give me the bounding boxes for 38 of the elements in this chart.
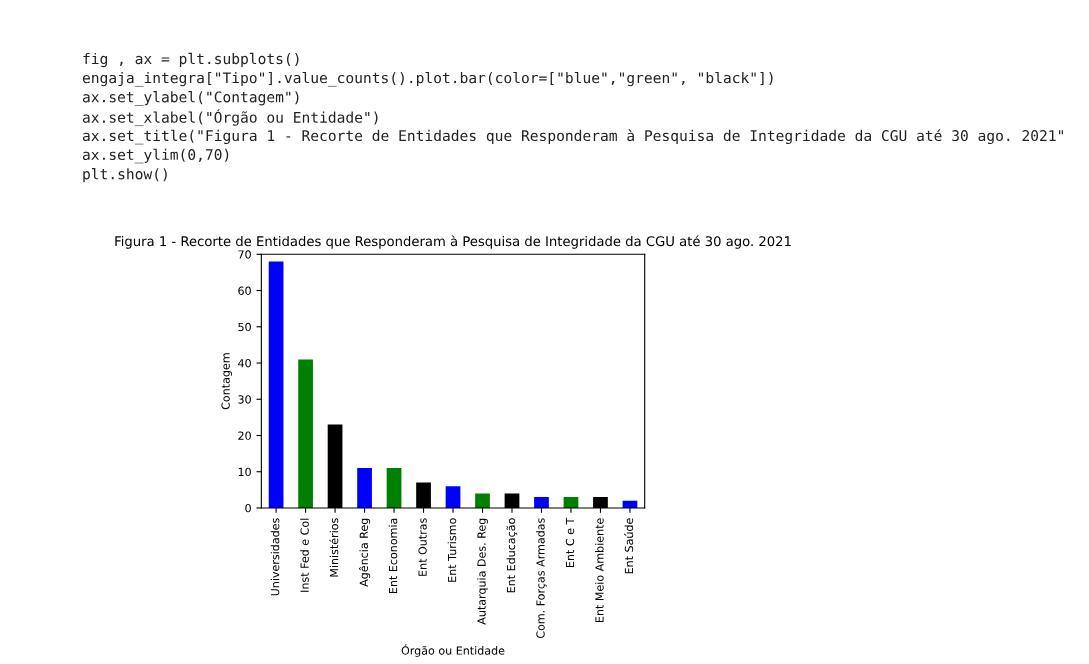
bar <box>298 359 313 508</box>
x-tick-label: Inst Fed e Col <box>300 518 309 592</box>
x-tick-label: Ent Economia <box>388 518 398 594</box>
y-tick-label: 60 <box>238 286 251 295</box>
text: engaja_integra["Tipo"].value_counts().plot.bar(color=["blue","green", "black"]) <box>82 71 773 87</box>
x-tick-label: Com. Forças Armadas <box>536 518 547 639</box>
x-tick-label: Universidades <box>270 518 280 596</box>
y-tick-label: 10 <box>238 467 251 477</box>
bar <box>534 497 549 508</box>
x-tick-label: Ent Turismo <box>447 518 457 582</box>
x-tick-label: Ministérios <box>329 518 339 577</box>
text: plt.show() <box>83 168 167 183</box>
bar <box>475 493 490 508</box>
text: ax.set_xlabel("Órgão ou Entidade") <box>82 109 378 127</box>
y-tick-label: 0 <box>245 503 251 513</box>
text: ax.set_ylabel("Contagem") <box>82 91 299 106</box>
bar <box>445 486 461 508</box>
x-tick-label: Ent Meio Ambiente <box>595 518 604 623</box>
x-tick-label: Ent Saúde <box>624 518 634 574</box>
y-tick-label: 30 <box>238 395 251 404</box>
text: ax.set_title("Figura 1 - Recorte de Entidades que Responderam à Pesquisa de Integridade da CGU até 30 ago. 2021" <box>82 129 1063 145</box>
x-tick-label: Ent Educação <box>506 518 518 593</box>
x-tick-label: Agência Reg <box>358 518 371 587</box>
x-tick-label: Ent Outras <box>418 518 427 576</box>
bar <box>268 261 284 508</box>
text: fig , ax = plt.subplots() <box>83 52 299 68</box>
x-axis-title: Órgão ou Entidade <box>401 644 505 657</box>
bar <box>357 468 372 508</box>
text: ax.set_ylim(0,70) <box>82 148 229 164</box>
bar <box>386 468 402 508</box>
chart-title: Figura 1 - Recorte de Entidades que Responderam à Pesquisa de Integridade da CGU até 30 ago. 2021 <box>115 235 791 249</box>
y-tick-label: 70 <box>238 250 251 259</box>
x-tick-label: Autarquia Des. Reg <box>477 518 488 625</box>
y-tick-label: 40 <box>238 358 251 368</box>
y-tick-label: 20 <box>238 431 251 440</box>
y-axis-title: Contagem <box>221 353 232 410</box>
y-tick-label: 50 <box>238 322 251 332</box>
x-tick-label: Ent C e T <box>565 517 575 567</box>
